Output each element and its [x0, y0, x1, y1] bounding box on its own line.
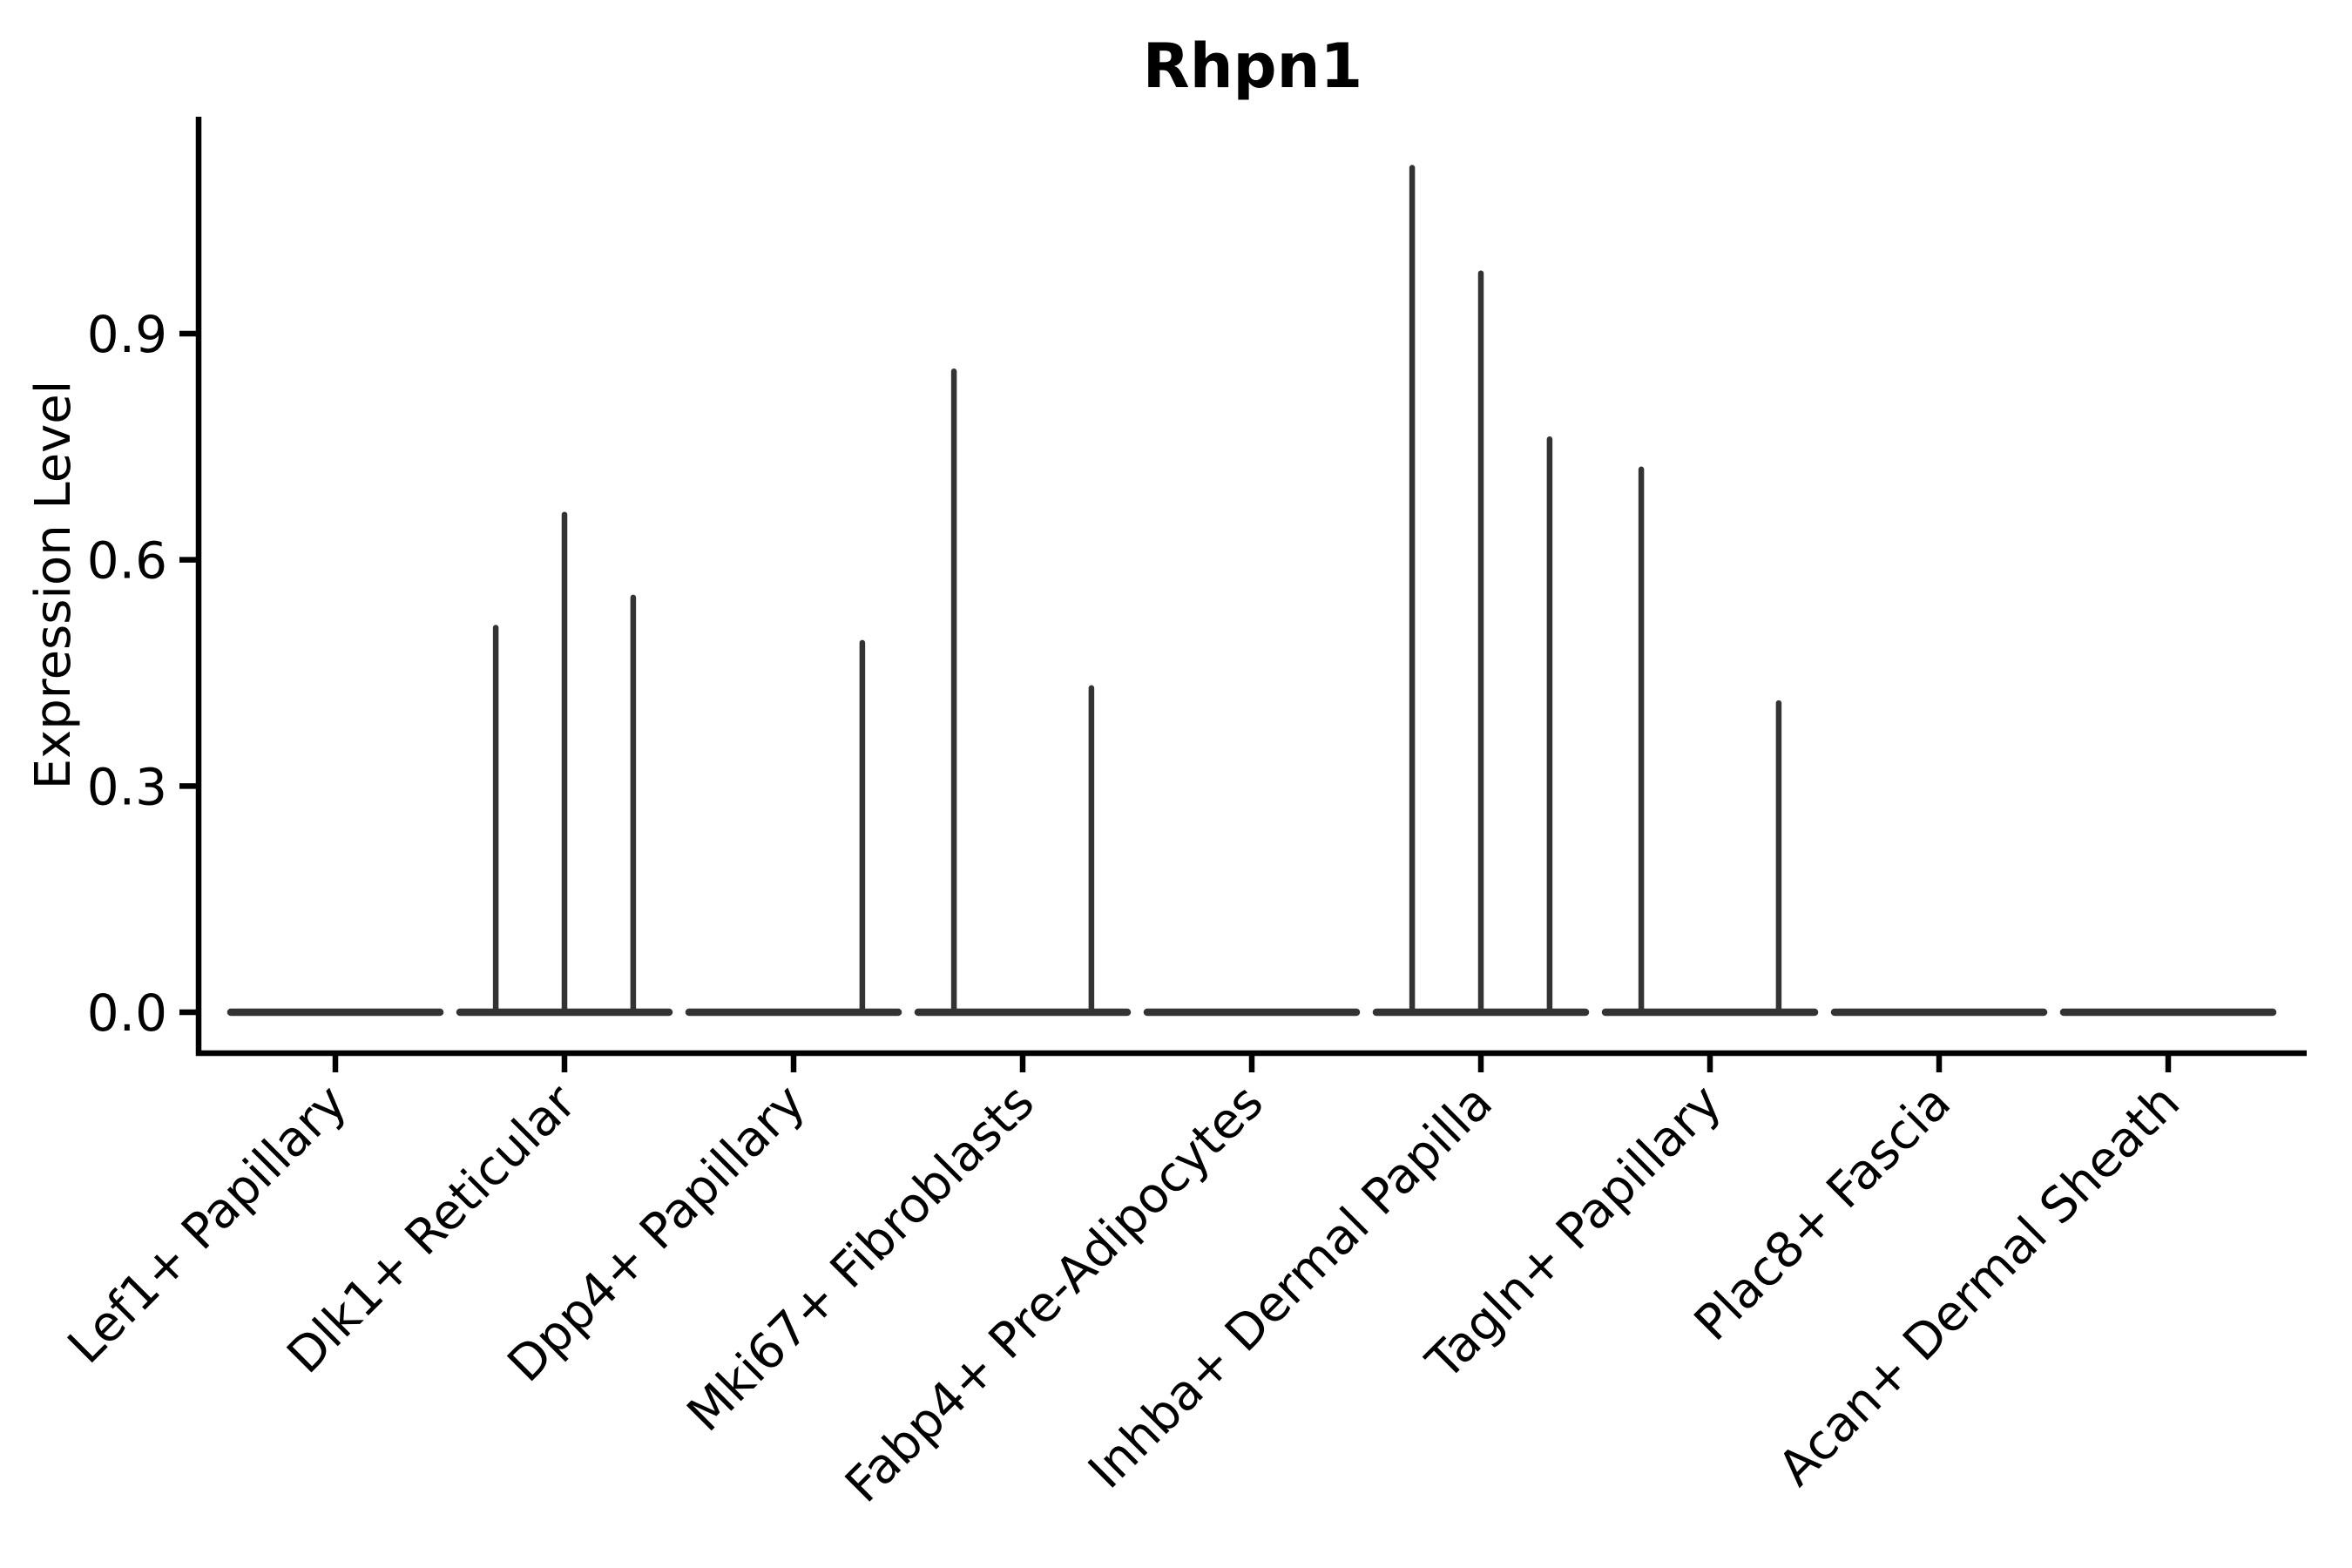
y-axis-label: Expression Level	[25, 381, 82, 790]
x-category-label: Fabp4+ Pre-Adipocytes	[835, 1074, 1274, 1514]
violin-7	[1601, 466, 1819, 1017]
chart-title: Rhpn1	[1143, 30, 1362, 102]
axis-spines	[195, 117, 2307, 1057]
y-tick-label: 0.9	[87, 305, 167, 364]
y-tick-label: 0.6	[87, 531, 167, 591]
x-category-label: Acan+ Dermal Sheath	[1767, 1074, 2191, 1497]
y-tick-label: 0.3	[87, 757, 167, 816]
violin-6	[1372, 165, 1590, 1017]
x-category-label: Inhba+ Dermal Papilla	[1078, 1074, 1504, 1500]
violin-2	[456, 511, 673, 1017]
violin-4	[914, 368, 1132, 1017]
y-tick-label: 0.0	[87, 983, 167, 1043]
violin-3	[685, 639, 902, 1017]
